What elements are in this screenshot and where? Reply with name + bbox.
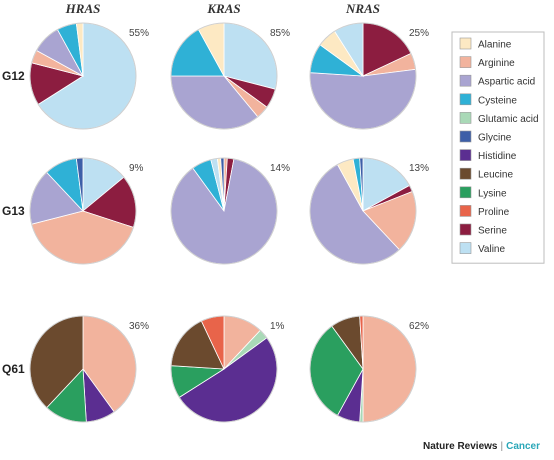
- credit-line: Nature Reviews | Cancer: [423, 441, 540, 452]
- column-title-kras: KRAS: [206, 1, 240, 16]
- pie-nras-q61: 62%: [309, 315, 429, 423]
- pie-kras-q61: 1%: [170, 315, 285, 423]
- legend-item-serine: Serine: [459, 223, 507, 237]
- legend-label: Lysine: [478, 188, 507, 199]
- legend-item-arginine: Arginine: [459, 56, 515, 69]
- pies: 55% 85% 25% 9% 14% 13% 36% 1% 62%: [29, 22, 429, 423]
- pie-outline: [29, 315, 137, 423]
- journal-name: Cancer: [506, 441, 540, 452]
- legend-item-lysine: Lysine: [459, 186, 507, 199]
- percent-label: 36%: [129, 321, 149, 332]
- column-title-nras: NRAS: [345, 1, 380, 16]
- pie-hras-q61: 36%: [29, 315, 149, 423]
- legend-swatch: [459, 37, 472, 50]
- percent-label: 25%: [409, 28, 429, 39]
- legend-label: Cysteine: [478, 95, 517, 106]
- legend-swatch: [459, 93, 472, 106]
- legend-swatch: [459, 186, 472, 199]
- credit-separator: |: [500, 441, 504, 452]
- pie-hras-g12: 55%: [29, 22, 149, 130]
- legend-label: Glutamic acid: [478, 114, 539, 125]
- pie-outline: [170, 315, 278, 423]
- legend-item-proline: Proline: [459, 205, 510, 218]
- pie-outline: [29, 22, 137, 130]
- legend-item-glutamic-acid: Glutamic acid: [459, 112, 539, 125]
- legend-swatch: [459, 130, 472, 143]
- legend-label: Serine: [478, 226, 507, 237]
- publisher-name: Nature Reviews: [423, 441, 498, 452]
- pie-hras-g13: 9%: [29, 157, 144, 265]
- pie-kras-g13: 14%: [170, 157, 290, 265]
- percent-label: 1%: [270, 321, 285, 332]
- legend-label: Histidine: [478, 151, 517, 162]
- legend-label: Arginine: [478, 58, 515, 69]
- pie-outline: [29, 157, 137, 265]
- legend-swatch: [459, 242, 472, 254]
- legend-swatch: [459, 149, 472, 161]
- percent-label: 9%: [129, 163, 144, 174]
- pie-outline: [309, 22, 417, 130]
- legend-label: Valine: [478, 244, 505, 255]
- percent-label: 14%: [270, 163, 290, 174]
- percent-label: 62%: [409, 321, 429, 332]
- row-label-g12: G12: [2, 69, 25, 83]
- legend-label: Proline: [478, 207, 510, 218]
- percent-label: 85%: [270, 28, 290, 39]
- column-titles: HRAS KRAS NRAS: [65, 1, 380, 16]
- pie-kras-g12: 85%: [170, 22, 290, 130]
- pie-outline: [170, 157, 278, 265]
- legend-swatch: [459, 223, 472, 236]
- legend-swatch: [459, 112, 472, 124]
- percent-label: 55%: [129, 28, 149, 39]
- legend-swatch: [459, 56, 472, 68]
- legend-swatch: [459, 205, 472, 217]
- pie-nras-g12: 25%: [309, 22, 429, 130]
- legend-label: Glycine: [478, 133, 512, 144]
- column-title-hras: HRAS: [65, 1, 101, 16]
- percent-label: 13%: [409, 163, 429, 174]
- legend-label: Leucine: [478, 170, 513, 181]
- legend-label: Aspartic acid: [478, 77, 535, 88]
- legend-item-cysteine: Cysteine: [459, 93, 517, 106]
- slice-aspartic-acid: [309, 68, 417, 130]
- legend-label: Alanine: [478, 40, 512, 51]
- pie-outline: [170, 22, 278, 130]
- legend-swatch: [459, 167, 472, 180]
- pie-nras-g13: 13%: [309, 157, 429, 265]
- legend-item-valine: Valine: [459, 242, 505, 255]
- legend-item-aspartic-acid: Aspartic acid: [459, 74, 535, 88]
- row-labels: G12 G13 Q61: [2, 69, 25, 376]
- row-label-g13: G13: [2, 204, 25, 218]
- legend-item-glycine: Glycine: [459, 130, 512, 144]
- legend-item-leucine: Leucine: [459, 167, 513, 181]
- pie-outline: [309, 315, 417, 423]
- legend-item-alanine: Alanine: [459, 37, 512, 51]
- pie-outline: [309, 157, 417, 265]
- legend-swatch: [459, 74, 472, 87]
- legend-item-histidine: Histidine: [459, 149, 517, 162]
- legend: Alanine Arginine Aspartic acid Cysteine Glut…: [451, 31, 545, 264]
- row-label-q61: Q61: [2, 362, 25, 376]
